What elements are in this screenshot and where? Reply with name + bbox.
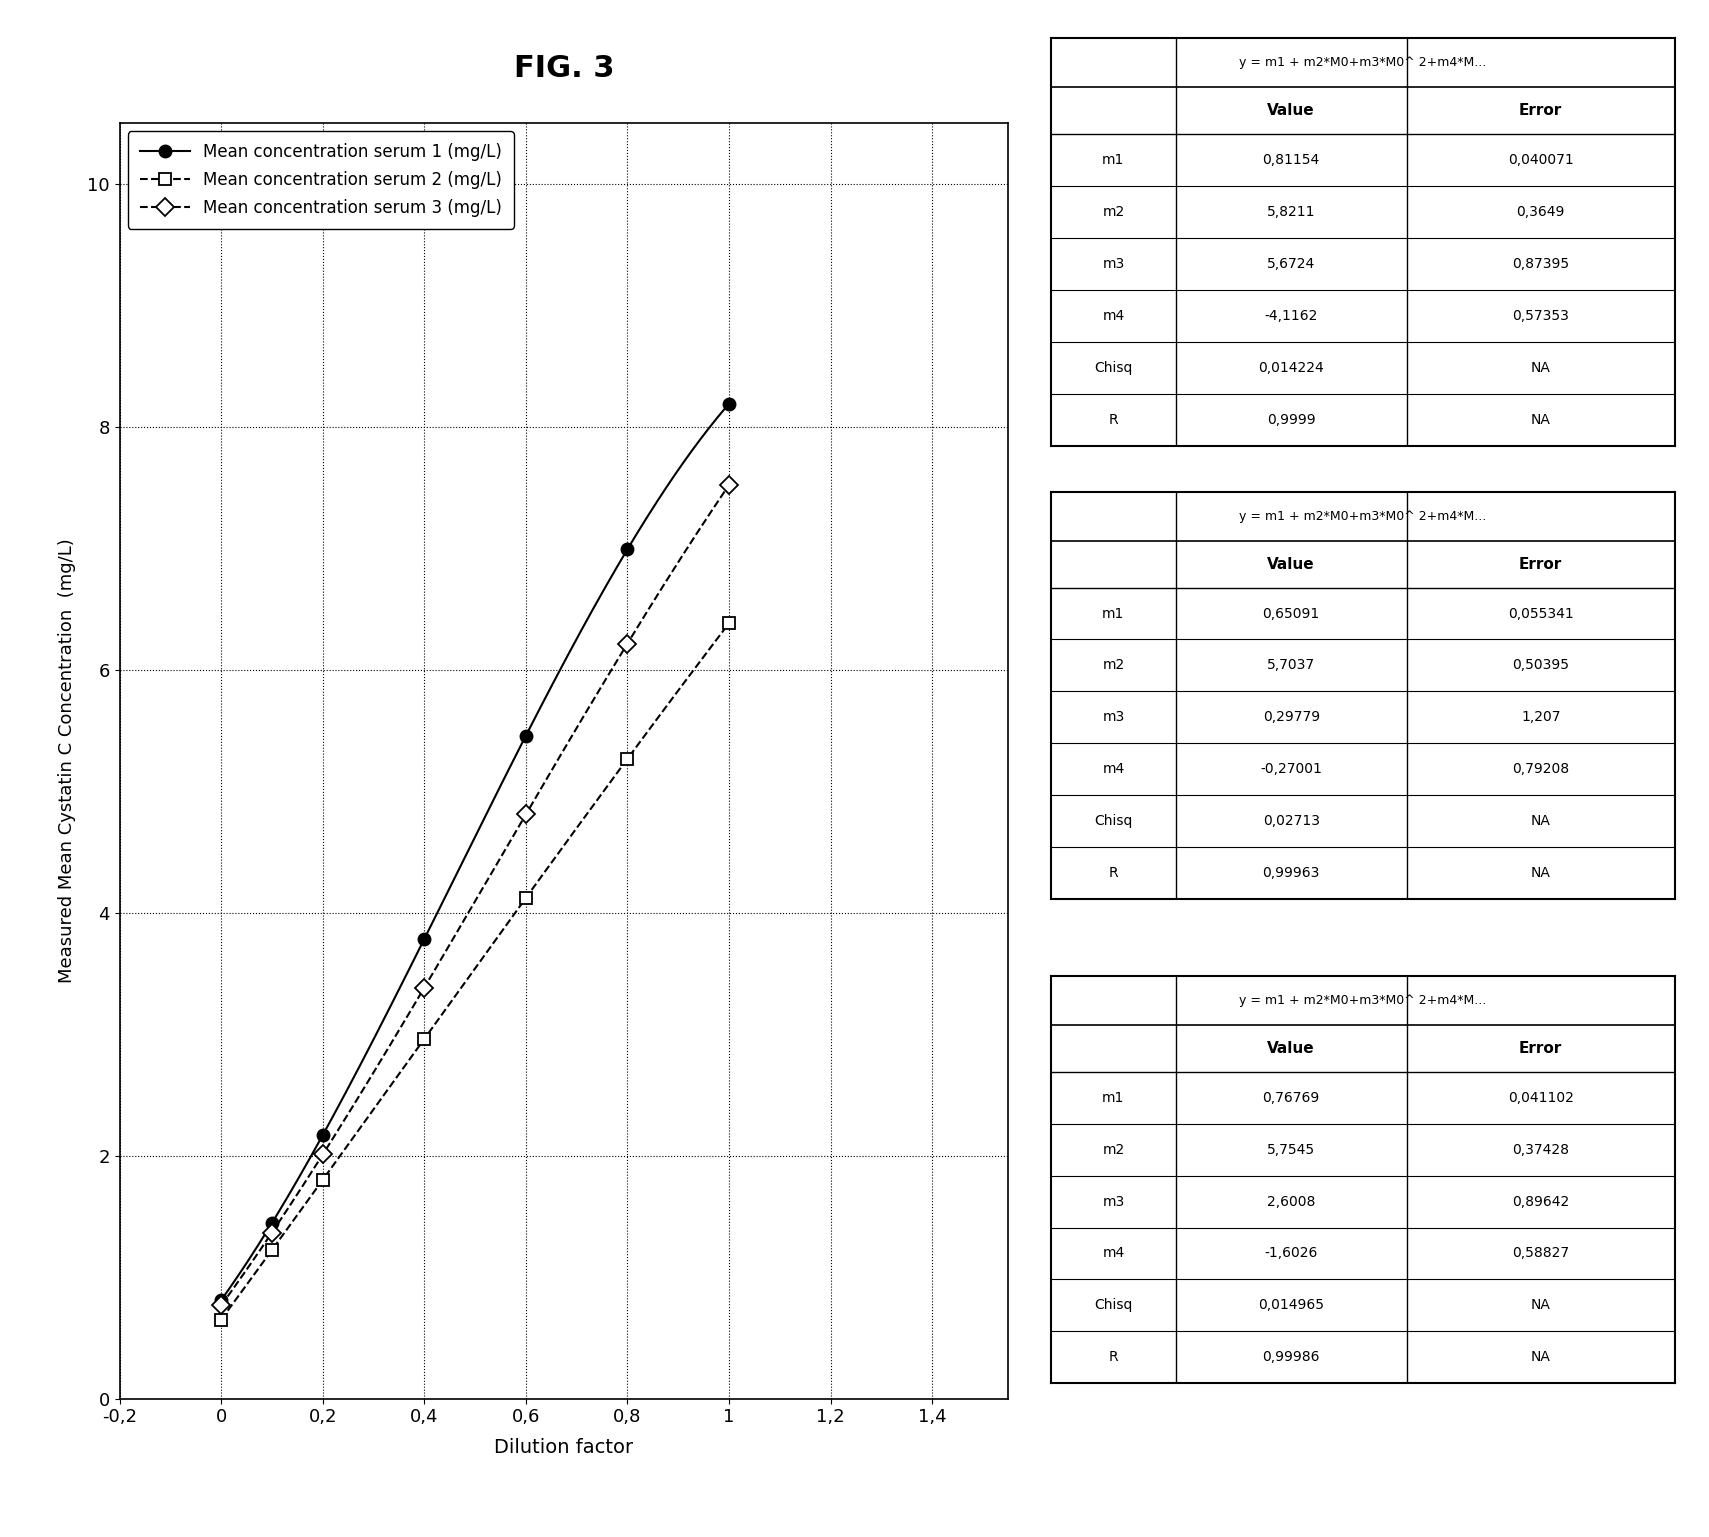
Text: m3: m3 (1102, 1194, 1125, 1208)
Text: 0,79208: 0,79208 (1512, 762, 1569, 776)
Text: 5,7037: 5,7037 (1266, 658, 1316, 673)
Text: Error: Error (1519, 556, 1562, 572)
Text: NA: NA (1531, 1351, 1550, 1365)
Text: 0,81154: 0,81154 (1263, 154, 1319, 168)
Text: m1: m1 (1102, 1091, 1125, 1105)
Text: Error: Error (1519, 103, 1562, 118)
Text: Value: Value (1268, 1041, 1314, 1056)
Text: 0,29779: 0,29779 (1263, 710, 1319, 724)
Text: 0,89642: 0,89642 (1512, 1194, 1569, 1208)
Text: y = m1 + m2*M0+m3*M0^ 2+m4*M...: y = m1 + m2*M0+m3*M0^ 2+m4*M... (1239, 510, 1487, 523)
Text: -0,27001: -0,27001 (1260, 762, 1323, 776)
Text: 0,76769: 0,76769 (1263, 1091, 1319, 1105)
Text: m4: m4 (1102, 309, 1125, 323)
Text: NA: NA (1531, 1299, 1550, 1313)
Text: FIG. 3: FIG. 3 (514, 54, 614, 83)
Text: 0,3649: 0,3649 (1516, 204, 1565, 220)
Text: 2,6008: 2,6008 (1266, 1194, 1316, 1208)
Text: NA: NA (1531, 815, 1550, 828)
Text: -1,6026: -1,6026 (1265, 1247, 1318, 1260)
Text: 0,87395: 0,87395 (1512, 257, 1569, 271)
Text: NA: NA (1531, 361, 1550, 375)
Text: 0,99986: 0,99986 (1263, 1351, 1319, 1365)
Text: m1: m1 (1102, 154, 1125, 168)
Text: Chisq: Chisq (1094, 1299, 1133, 1313)
Text: 0,58827: 0,58827 (1512, 1247, 1569, 1260)
Text: 5,7545: 5,7545 (1266, 1142, 1316, 1157)
Text: 0,57353: 0,57353 (1512, 309, 1569, 323)
Text: 1,207: 1,207 (1521, 710, 1560, 724)
Text: m4: m4 (1102, 762, 1125, 776)
Text: m2: m2 (1102, 658, 1125, 673)
Text: m3: m3 (1102, 710, 1125, 724)
Text: Error: Error (1519, 1041, 1562, 1056)
Text: 0,37428: 0,37428 (1512, 1142, 1569, 1157)
Y-axis label: Measured Mean Cystatin C Concentration  (mg/L): Measured Mean Cystatin C Concentration (… (58, 538, 77, 984)
Text: R: R (1109, 1351, 1118, 1365)
Text: 0,040071: 0,040071 (1507, 154, 1574, 168)
Text: 5,6724: 5,6724 (1266, 257, 1316, 271)
Text: R: R (1109, 867, 1118, 881)
Legend: Mean concentration serum 1 (mg/L), Mean concentration serum 2 (mg/L), Mean conce: Mean concentration serum 1 (mg/L), Mean … (128, 131, 513, 229)
Text: m2: m2 (1102, 204, 1125, 220)
Text: y = m1 + m2*M0+m3*M0^ 2+m4*M...: y = m1 + m2*M0+m3*M0^ 2+m4*M... (1239, 994, 1487, 1007)
Text: 0,50395: 0,50395 (1512, 658, 1569, 673)
Text: NA: NA (1531, 867, 1550, 881)
Text: m2: m2 (1102, 1142, 1125, 1157)
Text: 0,014965: 0,014965 (1258, 1299, 1324, 1313)
Text: y = m1 + m2*M0+m3*M0^ 2+m4*M...: y = m1 + m2*M0+m3*M0^ 2+m4*M... (1239, 57, 1487, 69)
Text: 0,65091: 0,65091 (1263, 607, 1319, 621)
X-axis label: Dilution factor: Dilution factor (494, 1437, 634, 1457)
Text: 0,041102: 0,041102 (1507, 1091, 1574, 1105)
Text: 5,8211: 5,8211 (1266, 204, 1316, 220)
Text: m1: m1 (1102, 607, 1125, 621)
Text: -4,1162: -4,1162 (1265, 309, 1318, 323)
Text: m4: m4 (1102, 1247, 1125, 1260)
Text: 0,014224: 0,014224 (1258, 361, 1324, 375)
Text: Chisq: Chisq (1094, 361, 1133, 375)
Text: R: R (1109, 413, 1118, 427)
Text: m3: m3 (1102, 257, 1125, 271)
Text: Value: Value (1268, 103, 1314, 118)
Text: 0,055341: 0,055341 (1507, 607, 1574, 621)
Text: NA: NA (1531, 413, 1550, 427)
Text: 0,9999: 0,9999 (1266, 413, 1316, 427)
Text: Chisq: Chisq (1094, 815, 1133, 828)
Text: Value: Value (1268, 556, 1314, 572)
Text: 0,02713: 0,02713 (1263, 815, 1319, 828)
Text: 0,99963: 0,99963 (1263, 867, 1319, 881)
